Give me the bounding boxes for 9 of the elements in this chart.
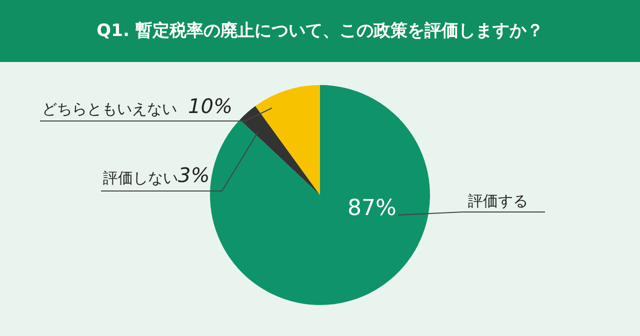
chart-title: Q1. 暫定税率の廃止について、この政策を評価しますか？	[96, 21, 544, 41]
data-label: 10%	[188, 94, 232, 118]
data-label: 87%	[348, 196, 396, 221]
slice-label: どちらともいえない	[42, 100, 177, 118]
pie-slice	[255, 85, 320, 195]
data-label: 3%	[178, 163, 210, 187]
pie-slice	[240, 106, 320, 195]
slice-label: 評価する	[468, 192, 528, 210]
slice-label: 評価しない	[103, 169, 178, 187]
